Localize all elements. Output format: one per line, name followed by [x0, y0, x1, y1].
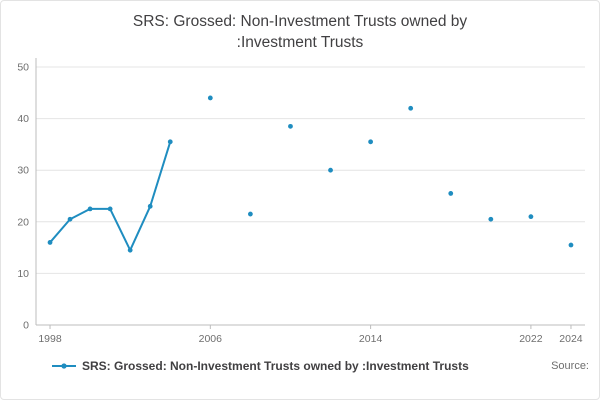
data-point [147, 203, 153, 209]
gridlines [36, 66, 585, 274]
chart-title: SRS: Grossed: Non-Investment Trusts owne… [1, 1, 599, 53]
source-label: Source: [551, 360, 589, 372]
data-point [528, 214, 534, 220]
data-point [127, 247, 133, 253]
y-tick-label: 30 [17, 165, 29, 177]
x-tick-label: 2014 [359, 333, 383, 345]
data-point [328, 167, 333, 173]
y-tick-label: 0 [23, 320, 29, 332]
x-tick-label: 2006 [199, 333, 223, 345]
chart-title-line-2: :Investment Trusts [236, 34, 364, 51]
legend-series-label: SRS: Grossed: Non-Investment Trusts owne… [82, 359, 469, 373]
x-tick-label: 2022 [519, 333, 543, 345]
chart-title-line-1: SRS: Grossed: Non-Investment Trusts owne… [132, 13, 468, 30]
data-point [207, 95, 213, 101]
data-point [87, 206, 93, 212]
data-point [167, 139, 173, 145]
data-point [408, 105, 414, 111]
y-tick-label: 40 [17, 113, 29, 125]
legend-series-marker-icon [52, 363, 76, 369]
x-tick-label: 1998 [38, 333, 62, 345]
y-tick-label: 50 [17, 62, 29, 74]
data-point [448, 191, 454, 196]
chart-plot-area: 0 10 20 30 40 50 1998 2006 2014 2022 2024 [17, 58, 585, 346]
y-tick-label: 10 [17, 268, 29, 280]
data-point [568, 242, 574, 248]
chart-footer: SRS: Grossed: Non-Investment Trusts owne… [1, 353, 599, 373]
data-point [107, 206, 113, 212]
data-point [67, 216, 73, 222]
series-line [49, 140, 172, 252]
data-point [488, 216, 494, 222]
legend[interactable]: SRS: Grossed: Non-Investment Trusts owne… [51, 359, 469, 373]
axes [35, 58, 585, 329]
legend-dot [61, 363, 67, 369]
data-point [47, 240, 53, 245]
data-point [288, 123, 293, 129]
data-series [47, 95, 574, 253]
y-tick-label: 20 [17, 216, 29, 228]
tick-labels: 0 10 20 30 40 50 1998 2006 2014 2022 2024 [17, 62, 583, 346]
data-point [368, 139, 374, 145]
data-point [247, 211, 253, 217]
x-tick-label: 2024 [559, 333, 583, 345]
